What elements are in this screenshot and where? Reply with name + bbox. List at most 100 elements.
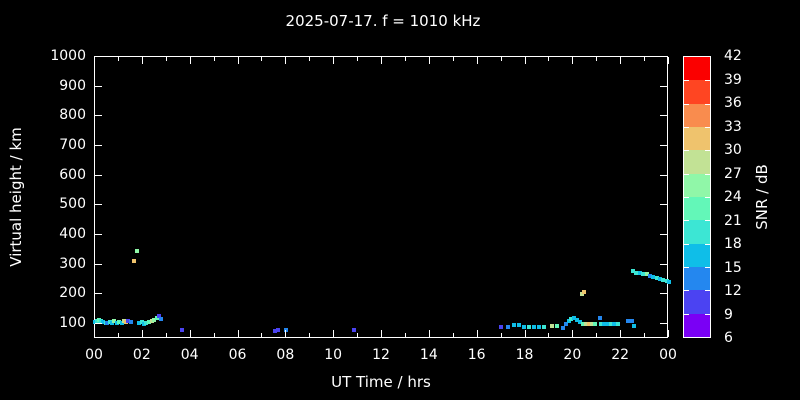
colorbar-segment [684, 290, 710, 314]
x-minor-tick-top [644, 57, 646, 61]
data-point [542, 324, 547, 329]
data-point [142, 322, 147, 327]
x-minor-tick [404, 333, 406, 337]
data-point [128, 320, 133, 325]
y-major-tick-right [660, 204, 667, 206]
x-tick-label: 10 [324, 347, 343, 363]
colorbar [683, 56, 711, 338]
x-major-tick [524, 330, 526, 337]
colorbar-notch-left [684, 80, 689, 82]
colorbar-notch-right [705, 197, 710, 198]
data-point [97, 317, 102, 322]
y-tick-label: 200 [59, 285, 86, 302]
colorbar-tick-label: 15 [724, 259, 742, 276]
x-tick-label: 12 [372, 347, 390, 363]
data-point [634, 270, 639, 275]
x-minor-tick [117, 333, 119, 337]
x-minor-tick-top [596, 57, 598, 61]
colorbar-notch-right [705, 173, 710, 175]
data-point [563, 321, 568, 326]
y-major-tick [95, 56, 102, 57]
colorbar-notch-right [705, 290, 710, 292]
y-major-tick-right [660, 85, 667, 87]
x-minor-tick [357, 333, 359, 337]
y-tick-label: 400 [59, 226, 86, 243]
x-major-tick [620, 330, 622, 337]
y-major-tick-right [660, 263, 667, 265]
x-major-tick-top [476, 57, 478, 64]
x-major-tick [141, 330, 143, 337]
colorbar-segment [684, 243, 710, 267]
y-major-tick-right [660, 174, 667, 176]
colorbar-notch-left [684, 220, 689, 222]
colorbar-notch-left [684, 313, 689, 315]
colorbar-notch-right [705, 103, 710, 105]
data-point [144, 321, 149, 326]
x-minor-tick-top [261, 57, 263, 61]
data-point [537, 324, 542, 329]
x-minor-tick [213, 333, 215, 337]
y-major-tick-right [660, 145, 667, 147]
data-point [114, 321, 119, 326]
y-major-tick-right [660, 56, 667, 57]
y-major-tick [95, 293, 102, 295]
data-point [612, 322, 617, 327]
data-point [579, 291, 584, 296]
data-point [498, 324, 503, 329]
colorbar-tick-label: 36 [724, 95, 742, 111]
chart-title: 2025-07-17. f = 1010 kHz [285, 12, 481, 30]
x-minor-tick-top [117, 57, 119, 61]
colorbar-segment [684, 126, 710, 151]
data-point [149, 319, 154, 324]
y-major-tick [95, 323, 102, 325]
x-major-tick-top [189, 57, 191, 64]
data-point [598, 322, 603, 327]
x-major-tick-top [237, 57, 239, 64]
x-tick-label: 16 [467, 347, 486, 363]
data-point [121, 319, 126, 324]
data-point [597, 316, 602, 321]
x-minor-tick-top [165, 57, 167, 61]
colorbar-tick-label: 21 [724, 212, 742, 229]
x-tick-label: 14 [419, 347, 438, 363]
colorbar-notch-right [705, 243, 710, 245]
data-point [119, 321, 124, 326]
colorbar-notch-left [684, 197, 689, 198]
x-minor-tick [261, 333, 263, 337]
colorbar-segment [684, 150, 710, 174]
x-major-tick-top [381, 57, 382, 64]
y-major-tick [95, 85, 102, 87]
data-point [577, 320, 582, 325]
y-major-tick-right [660, 115, 667, 117]
x-major-tick [237, 330, 239, 337]
colorbar-tick-label: 30 [724, 142, 742, 158]
data-point [569, 317, 574, 322]
x-tick-label: 02 [132, 347, 151, 363]
data-point [152, 318, 157, 322]
data-point [107, 320, 112, 325]
data-point [631, 269, 636, 274]
colorbar-segment [684, 313, 710, 337]
y-major-tick-right [660, 293, 667, 295]
colorbar-segment [684, 196, 710, 221]
x-major-tick [476, 330, 478, 337]
data-point [666, 280, 671, 285]
colorbar-notch-left [684, 173, 689, 175]
colorbar-segment [684, 220, 710, 244]
x-major-tick-top [141, 57, 143, 64]
x-major-tick-top [572, 57, 574, 64]
data-point [580, 321, 585, 326]
colorbar-notch-right [705, 220, 710, 222]
data-point [532, 324, 537, 329]
x-major-tick-top [285, 57, 287, 64]
x-tick-label: 06 [228, 347, 247, 363]
y-tick-label: 600 [59, 166, 86, 183]
data-point [644, 272, 649, 277]
x-major-tick [189, 330, 191, 337]
x-minor-tick-top [309, 57, 311, 61]
x-major-tick [285, 330, 287, 337]
x-tick-label: 22 [611, 347, 630, 363]
x-major-tick-top [94, 57, 95, 64]
data-point [116, 320, 121, 325]
